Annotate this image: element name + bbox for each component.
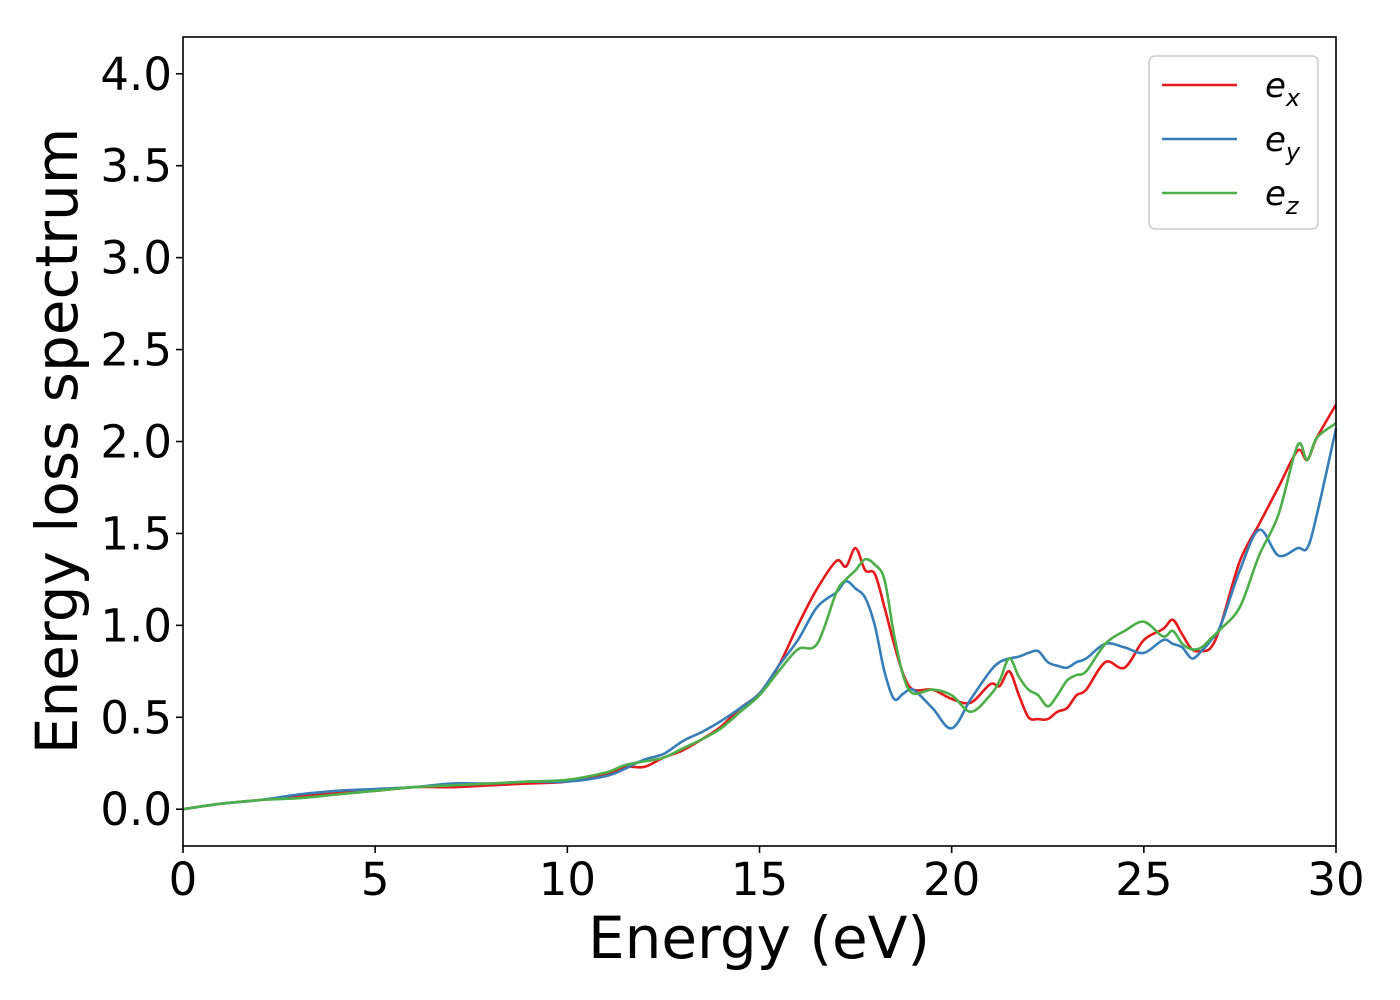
y-tick-label: 4.0 — [100, 48, 172, 101]
x-tick-label: 15 — [731, 853, 788, 906]
x-tick-label: 25 — [1115, 853, 1172, 906]
x-tick-label: 0 — [169, 853, 198, 906]
series-layer — [182, 404, 1338, 811]
series-line-e_z — [182, 422, 1337, 811]
legend-box — [1148, 55, 1319, 230]
legend-label-e_x: ex — [1265, 66, 1301, 112]
y-tick-label: 3.0 — [100, 232, 172, 285]
legend-label-e_z: ez — [1265, 174, 1300, 220]
legend-label-subscript: z — [1285, 192, 1300, 220]
x-tick-label: 10 — [539, 853, 596, 906]
y-tick-label: 1.0 — [100, 599, 172, 652]
legend-label-e_y: ey — [1265, 120, 1301, 166]
x-axis-title: Energy (eV) — [588, 904, 930, 972]
y-tick-label: 3.5 — [100, 140, 172, 193]
series-line-e_y — [182, 428, 1338, 811]
y-tick-label: 2.0 — [100, 416, 172, 469]
y-tick-label: 2.5 — [100, 324, 172, 377]
legend-label-base: e — [1265, 66, 1286, 106]
y-tick-label: 0.0 — [100, 783, 172, 836]
y-tick-label: 0.5 — [100, 691, 172, 744]
y-axis-title: Energy loss spectrum — [23, 128, 91, 754]
legend-label-subscript: x — [1285, 84, 1301, 112]
x-tick-label: 20 — [923, 853, 980, 906]
plot-frame — [182, 36, 1337, 847]
tick-layer: 0 5 10 15 20 25 30 0.0 0.5 1.0 1.5 2.0 2.5 3.0 3.5 4.0 — [100, 48, 1364, 906]
x-tick-label: 30 — [1307, 853, 1364, 906]
legend-label-base: e — [1265, 174, 1286, 214]
legend-label-subscript: y — [1285, 138, 1301, 166]
x-tick-label: 5 — [361, 853, 390, 906]
legend-label-base: e — [1265, 120, 1286, 160]
y-tick-label: 1.5 — [100, 507, 172, 560]
